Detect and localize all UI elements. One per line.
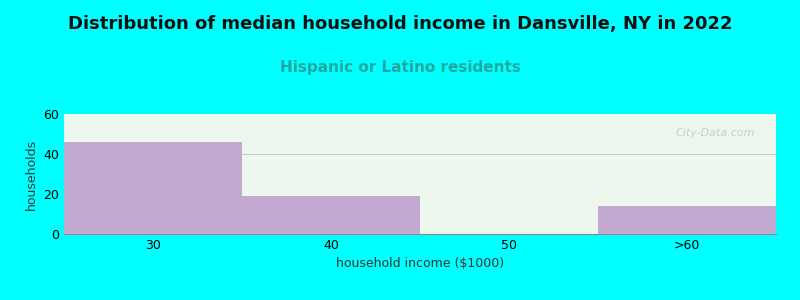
Bar bbox=[598, 206, 776, 234]
Text: City-Data.com: City-Data.com bbox=[675, 128, 754, 138]
Y-axis label: households: households bbox=[25, 138, 38, 210]
Bar bbox=[242, 196, 420, 234]
Bar bbox=[64, 142, 242, 234]
Text: Hispanic or Latino residents: Hispanic or Latino residents bbox=[279, 60, 521, 75]
Text: Distribution of median household income in Dansville, NY in 2022: Distribution of median household income … bbox=[68, 15, 732, 33]
X-axis label: household income ($1000): household income ($1000) bbox=[336, 257, 504, 270]
